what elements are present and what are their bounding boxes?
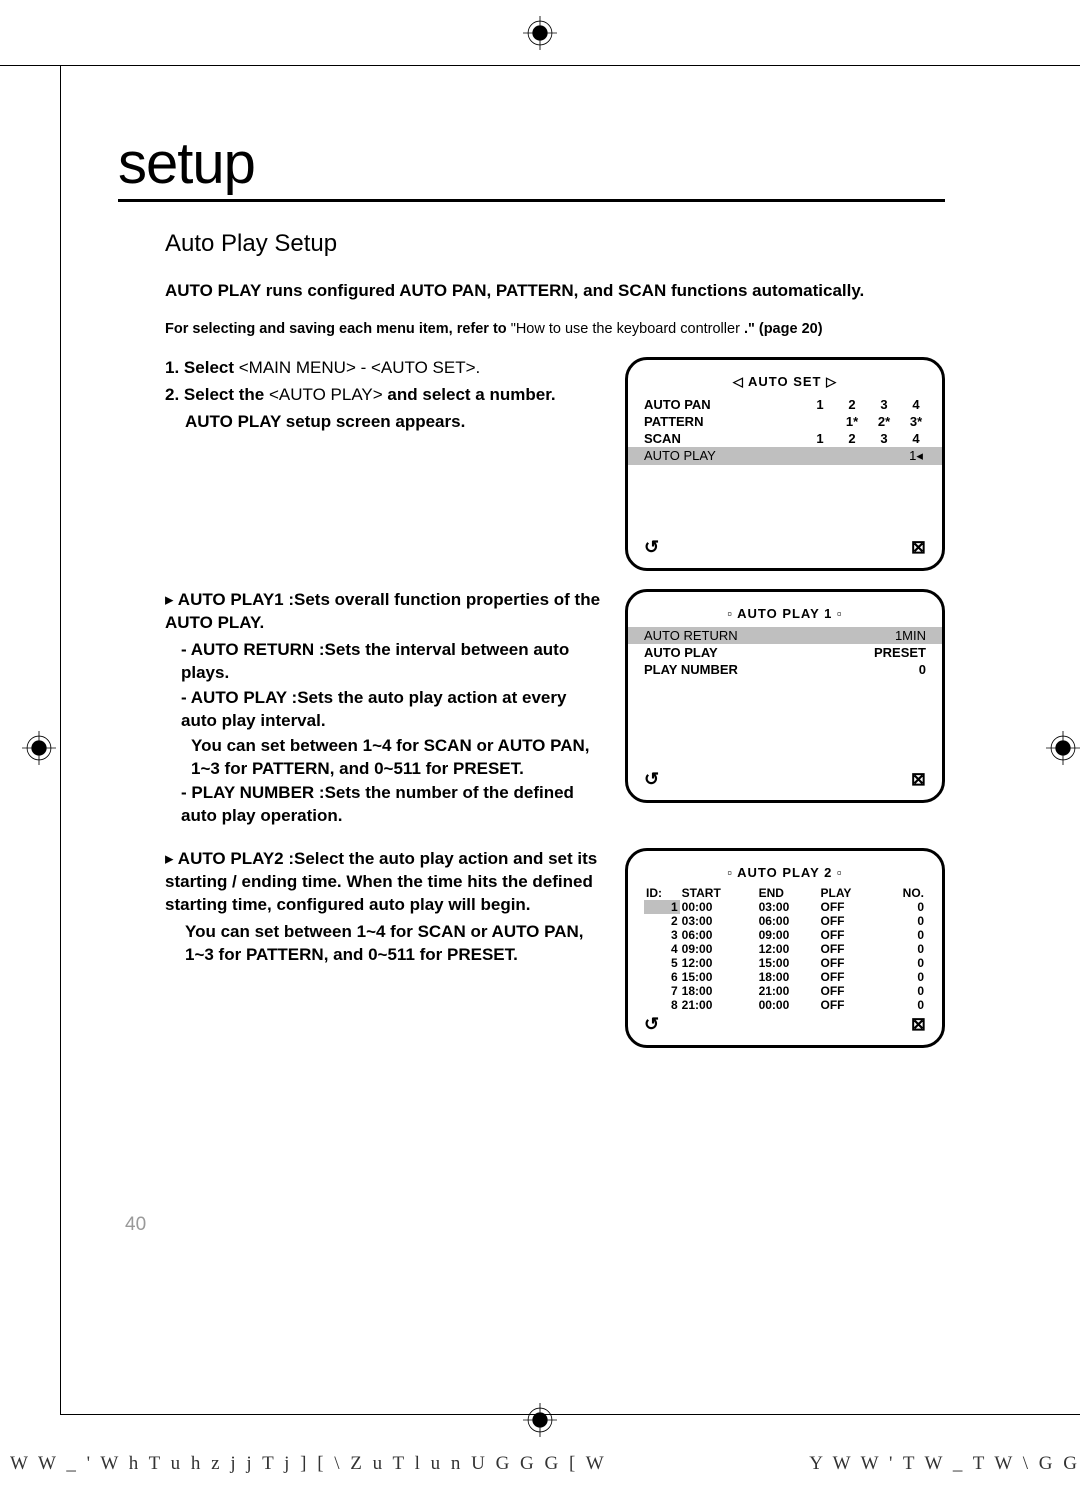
step1-label: Select bbox=[184, 358, 234, 377]
r2-b: You can set between 1~4 for SCAN or AUTO… bbox=[185, 922, 583, 964]
registration-mark-left bbox=[22, 731, 56, 765]
step1-num: 1. bbox=[165, 358, 179, 377]
r2-head: AUTO PLAY2 :Select the auto play action … bbox=[165, 849, 597, 914]
osd2-hl-row: AUTO RETURN 1MIN bbox=[628, 627, 942, 644]
osd2-hl-key: AUTO RETURN bbox=[644, 628, 895, 643]
footer-left: W W _ ' W h T u h z j j T j ] [ \ Z u T … bbox=[10, 1453, 607, 1475]
osd3-row: 615:0018:00OFF0 bbox=[644, 970, 926, 984]
r1-d3: PLAY NUMBER :Sets the number of the defi… bbox=[181, 783, 574, 825]
back-icon: ↺ bbox=[644, 537, 659, 558]
ref-note-c: ." (page 20) bbox=[744, 321, 823, 337]
step2-sub: AUTO PLAY setup screen appears. bbox=[165, 411, 601, 434]
steps: 1. Select <MAIN MENU> - <AUTO SET>. 2. S… bbox=[165, 357, 601, 438]
step2-text2: and select a number. bbox=[387, 385, 555, 404]
close-icon: ⊠ bbox=[911, 537, 926, 558]
ref-note-a: For selecting and saving each menu item,… bbox=[165, 321, 507, 337]
page-title: setup bbox=[118, 130, 945, 202]
r1-d2b: You can set between 1~4 for SCAN or AUTO… bbox=[191, 736, 589, 778]
osd1-row: PATTERN1*2*3* bbox=[644, 413, 926, 430]
lead-text: AUTO PLAY runs configured AUTO PAN, PATT… bbox=[165, 280, 945, 303]
osd-auto-play1: ▫ AUTO PLAY 1 ▫ AUTO RETURN 1MIN AUTO PL… bbox=[625, 589, 945, 803]
osd1-hl-row: AUTO PLAY 1◂ bbox=[628, 447, 942, 465]
registration-mark-right bbox=[1046, 731, 1080, 765]
autoplay1-desc: ▸ AUTO PLAY1 :Sets overall function prop… bbox=[165, 589, 601, 830]
osd3-row: 203:0006:00OFF0 bbox=[644, 914, 926, 928]
footer-right: Y W W ' T W _ T W \ G G bbox=[809, 1453, 1080, 1475]
osd3-title: ▫ AUTO PLAY 2 ▫ bbox=[644, 865, 926, 880]
section-subtitle: Auto Play Setup bbox=[165, 230, 945, 258]
osd2-row: AUTO PLAYPRESET bbox=[644, 644, 926, 661]
osd2-title: ▫ AUTO PLAY 1 ▫ bbox=[644, 606, 926, 621]
crop-line-left bbox=[60, 65, 61, 1415]
osd3-row: 512:0015:00OFF0 bbox=[644, 956, 926, 970]
back-icon: ↺ bbox=[644, 769, 659, 790]
ref-note-b: "How to use the keyboard controller bbox=[511, 321, 740, 337]
step1-text: <MAIN MENU> - <AUTO SET>. bbox=[239, 358, 481, 377]
crop-line-bottom bbox=[60, 1414, 1080, 1415]
osd3-row: 718:0021:00OFF0 bbox=[644, 984, 926, 998]
registration-mark-bottom bbox=[523, 1403, 557, 1437]
step2-text1: <AUTO PLAY> bbox=[269, 385, 383, 404]
r1-d1: AUTO RETURN :Sets the interval between a… bbox=[181, 640, 569, 682]
ref-note: For selecting and saving each menu item,… bbox=[165, 321, 945, 337]
close-icon: ⊠ bbox=[911, 1014, 926, 1035]
osd1-hl-key: AUTO PLAY bbox=[644, 448, 810, 464]
close-icon: ⊠ bbox=[911, 769, 926, 790]
step2-num: 2. bbox=[165, 385, 179, 404]
osd1-row: AUTO PAN1234 bbox=[644, 396, 926, 413]
r1-d2: AUTO PLAY :Sets the auto play action at … bbox=[181, 688, 566, 730]
osd3-table: ID:STARTENDPLAYNO. 100:0003:00OFF0203:00… bbox=[644, 886, 926, 1012]
autoplay2-desc: ▸ AUTO PLAY2 :Select the auto play actio… bbox=[165, 848, 601, 971]
page-number: 40 bbox=[125, 1214, 146, 1236]
back-icon: ↺ bbox=[644, 1014, 659, 1035]
osd3-row: 409:0012:00OFF0 bbox=[644, 942, 926, 956]
osd2-row: PLAY NUMBER0 bbox=[644, 661, 926, 678]
r1-head: AUTO PLAY1 :Sets overall function proper… bbox=[165, 590, 600, 632]
osd3-row: 821:0000:00OFF0 bbox=[644, 998, 926, 1012]
osd-auto-set: ◁ AUTO SET ▷ AUTO PAN1234PATTERN1*2*3*SC… bbox=[625, 357, 945, 571]
osd1-title: ◁ AUTO SET ▷ bbox=[644, 374, 926, 390]
osd-auto-play2: ▫ AUTO PLAY 2 ▫ ID:STARTENDPLAYNO. 100:0… bbox=[625, 848, 945, 1048]
crop-line-top bbox=[0, 65, 1080, 66]
registration-mark-top bbox=[523, 16, 557, 50]
osd1-row: SCAN1234 bbox=[644, 430, 926, 447]
osd3-row: 306:0009:00OFF0 bbox=[644, 928, 926, 942]
page-content: setup Auto Play Setup AUTO PLAY runs con… bbox=[125, 130, 945, 1066]
osd3-row: 100:0003:00OFF0 bbox=[644, 900, 926, 914]
osd2-hl-val: 1MIN bbox=[895, 628, 926, 643]
step2-label: Select the bbox=[184, 385, 264, 404]
